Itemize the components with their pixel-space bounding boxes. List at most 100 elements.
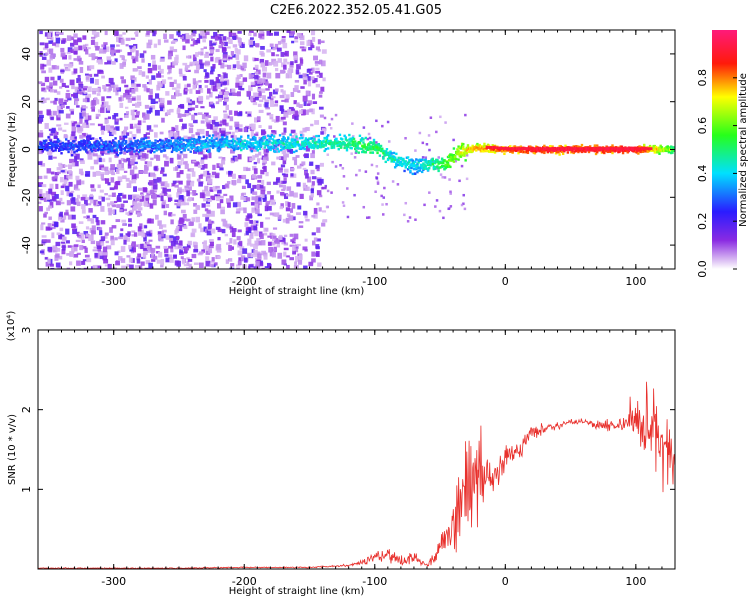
- spectrogram-cell: [215, 48, 220, 53]
- spectrogram-cell: [252, 149, 257, 152]
- spectrogram-cell: [153, 183, 158, 186]
- spectrogram-cell: [163, 192, 168, 196]
- spectrogram-cell: [114, 200, 118, 204]
- spectrogram-cell: [314, 61, 320, 65]
- spectrogram-cell: [330, 117, 334, 121]
- spectrogram-cell: [210, 195, 216, 201]
- spectrogram-cell: [326, 147, 330, 150]
- spectrogram-cell: [101, 44, 105, 48]
- spectrogram-cell: [48, 188, 52, 194]
- spectrogram-cell: [367, 216, 371, 219]
- spectrogram-cell: [530, 147, 533, 150]
- spectrogram-cell: [81, 132, 86, 137]
- spectrogram-cell: [266, 30, 272, 36]
- spectrogram-cell: [142, 112, 146, 118]
- spectrogram-cell: [70, 206, 76, 212]
- spectrogram-cell: [202, 213, 207, 217]
- spectrogram-cell: [320, 60, 326, 67]
- spectrogram-cell: [99, 255, 104, 260]
- spectrogram-cell: [195, 64, 201, 70]
- spectrogram-cell: [343, 142, 346, 145]
- spectrogram-cell: [362, 141, 365, 144]
- spectrogram-cell: [45, 261, 50, 267]
- spectrogram-cell: [265, 88, 270, 91]
- spectrogram-cell: [443, 176, 447, 179]
- spectrogram-cell: [235, 211, 241, 214]
- spectrogram-cell: [216, 189, 222, 194]
- spectrogram-cell: [144, 267, 150, 269]
- spectrogram-cell: [50, 146, 54, 149]
- spectrogram-cell: [388, 153, 391, 156]
- spectrogram-cell: [463, 207, 467, 211]
- spectrogram-cell: [215, 132, 220, 136]
- spectrogram-cell: [271, 52, 275, 57]
- spectrogram-cell: [152, 60, 156, 66]
- spectrogram-cell: [310, 188, 314, 194]
- spectrogram-cell: [229, 125, 233, 130]
- spectrogram-cell: [645, 147, 648, 150]
- spectrogram-cell: [362, 149, 365, 153]
- spectrogram-cell: [285, 194, 290, 197]
- spectrogram-cell: [321, 128, 326, 132]
- spectrogram-cell: [314, 63, 319, 67]
- spectrogram-cell: [47, 151, 52, 156]
- spectrogram-cell: [415, 167, 418, 171]
- spectrogram-cell: [169, 257, 174, 263]
- spectrogram-cell: [187, 240, 192, 246]
- spectrogram-cell: [179, 251, 184, 255]
- spectrogram-cell: [84, 247, 88, 253]
- spectrogram-cell: [210, 175, 216, 178]
- spectrogram-cell: [219, 199, 224, 204]
- spectrogram-cell: [45, 191, 51, 195]
- spectrogram-cell: [44, 32, 49, 37]
- spectrogram-cell: [97, 146, 101, 150]
- spectrogram-cell: [621, 151, 625, 155]
- spectrogram-cell: [290, 167, 295, 171]
- spectrogram-cell: [181, 137, 184, 141]
- spectrogram-cell: [153, 190, 157, 193]
- spectrogram-cell: [175, 225, 180, 230]
- spectrogram-cell: [122, 61, 126, 67]
- spectrogram-cell: [146, 241, 150, 246]
- top-x-tick-label: 0: [502, 275, 509, 288]
- spectrogram-cell: [216, 194, 221, 198]
- spectrogram-cell: [150, 172, 155, 178]
- spectrogram-cell: [129, 247, 134, 252]
- spectrogram-cell: [245, 147, 249, 150]
- spectrogram-cell: [143, 236, 147, 242]
- spectrogram-cell: [313, 55, 318, 61]
- spectrogram-cell: [225, 98, 229, 102]
- spectrogram-cell: [198, 59, 203, 65]
- spectrogram-cell: [90, 40, 95, 45]
- spectrogram-cell: [412, 163, 416, 167]
- spectrogram-cell: [130, 153, 134, 159]
- spectrogram-cell: [295, 149, 298, 153]
- spectrogram-cell: [153, 43, 158, 48]
- spectrogram-cell: [97, 184, 101, 189]
- spectrogram-cell: [67, 97, 72, 101]
- spectrogram-cell: [376, 147, 379, 150]
- top-x-tick-label: -300: [101, 275, 126, 288]
- spectrogram-cell: [200, 157, 205, 160]
- spectrogram-cell: [50, 76, 55, 81]
- spectrogram-cell: [183, 248, 188, 254]
- spectrogram-cell: [341, 167, 345, 170]
- spectrogram-cell: [203, 170, 208, 177]
- spectrogram-cell: [301, 48, 307, 52]
- spectrogram-cell: [81, 112, 86, 117]
- spectrogram-cell: [153, 178, 157, 184]
- spectrogram-cell: [402, 159, 405, 162]
- spectrogram-cell: [155, 194, 161, 198]
- spectrogram-cell: [413, 160, 417, 163]
- spectrogram-cell: [264, 99, 270, 104]
- spectrogram-cell: [157, 220, 162, 226]
- spectrogram-cell: [65, 138, 68, 141]
- spectrogram-cell: [151, 147, 155, 150]
- spectrogram-cell: [51, 191, 57, 196]
- spectrogram-cell: [274, 150, 277, 153]
- spectrogram-cell: [155, 245, 161, 249]
- spectrogram-cell: [146, 233, 152, 237]
- spectrogram-cell: [182, 161, 188, 165]
- spectrogram-cell: [160, 107, 164, 112]
- spectrogram-cell: [587, 150, 591, 154]
